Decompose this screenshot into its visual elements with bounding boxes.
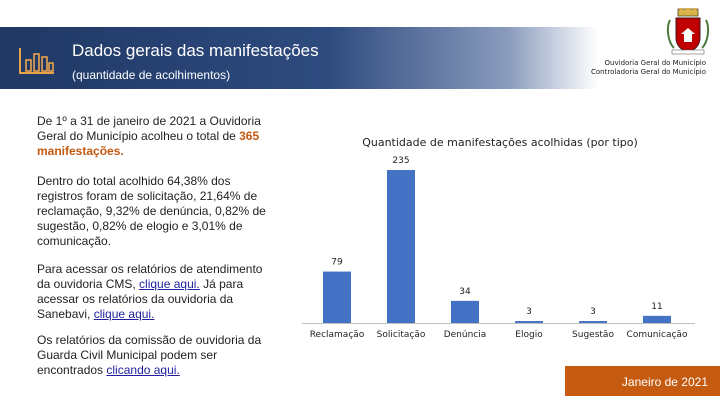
tick-label: Reclamação [310, 330, 365, 340]
sanebavi-reports-link[interactable]: clique aqui. [93, 307, 155, 321]
summary-paragraph: De 1º a 31 de janeiro de 2021 a Ouvidori… [37, 114, 269, 159]
guard-reports-link[interactable]: clicando aqui. [106, 363, 180, 377]
bar-chart-icon [19, 48, 54, 74]
bar [643, 315, 671, 323]
data-label: 235 [392, 156, 409, 166]
bar [387, 170, 415, 323]
guard-text: Os relatórios da comissão de ouvidoria d… [37, 333, 262, 377]
header-banner: Dados gerais das manifestações (quantida… [0, 27, 598, 89]
data-label: 3 [526, 307, 532, 317]
total-highlight: 365 manifestações. [37, 129, 260, 158]
org-line-2: Controladoria Geral do Município [591, 68, 706, 76]
reports-text-b: Já para acessar os relatórios da ouvidor… [37, 277, 244, 321]
guard-paragraph: Os relatórios da comissão de ouvidoria d… [37, 333, 269, 378]
period-footer: Janeiro de 2021 [565, 366, 720, 396]
tick-label: Comunicação [627, 330, 688, 340]
cms-reports-link[interactable]: clique aqui. [139, 277, 200, 291]
tick-label: Denúncia [444, 330, 487, 340]
reports-text-a: Para acessar os relatórios de atendiment… [37, 262, 263, 291]
tick-label: Elogio [515, 330, 543, 340]
chart-title: Quantidade de manifestações acolhidas (p… [362, 136, 638, 149]
breakdown-paragraph: Dentro do total acolhido 64,38% dos regi… [37, 174, 266, 248]
bar [579, 321, 607, 323]
bar [451, 300, 479, 323]
bar-chart: Quantidade de manifestações acolhidas (p… [302, 136, 695, 340]
bar [515, 321, 543, 323]
org-line-1: Ouvidoria Geral do Município [604, 59, 706, 67]
tick-label: Sugestão [572, 330, 614, 340]
bar [323, 271, 351, 323]
data-label: 79 [331, 258, 343, 268]
page-subtitle: (quantidade de acolhimentos) [72, 68, 231, 82]
page-title: Dados gerais das manifestações [72, 41, 319, 60]
tick-label: Solicitação [377, 330, 426, 340]
data-label: 3 [590, 307, 596, 317]
reports-paragraph: Para acessar os relatórios de atendiment… [37, 262, 269, 322]
period-label: Janeiro de 2021 [621, 375, 708, 389]
municipal-crest-icon [666, 8, 710, 55]
data-label: 11 [651, 302, 662, 312]
data-label: 34 [459, 287, 471, 297]
summary-text: De 1º a 31 de janeiro de 2021 a Ouvidori… [37, 114, 261, 143]
